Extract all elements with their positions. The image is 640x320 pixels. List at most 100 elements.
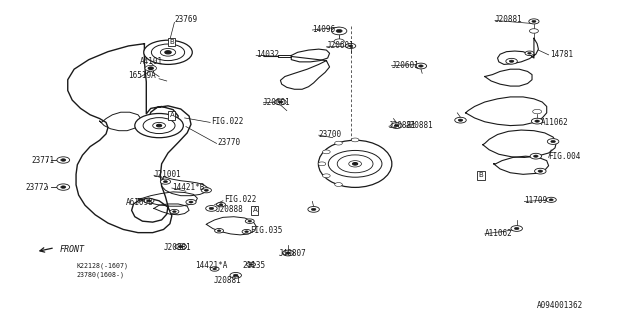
Circle shape: [170, 209, 179, 214]
Text: FIG.004: FIG.004: [548, 152, 581, 161]
Circle shape: [201, 188, 211, 193]
Text: J40807: J40807: [278, 249, 307, 258]
Text: FIG.022: FIG.022: [224, 195, 257, 204]
Text: A4101: A4101: [140, 57, 163, 66]
Circle shape: [458, 119, 463, 121]
Circle shape: [532, 20, 536, 22]
Text: 23771: 23771: [31, 156, 54, 164]
Circle shape: [186, 199, 196, 204]
Circle shape: [506, 58, 517, 64]
Circle shape: [332, 27, 347, 35]
Circle shape: [246, 262, 255, 267]
Circle shape: [179, 245, 183, 248]
Circle shape: [538, 170, 543, 172]
Circle shape: [455, 117, 467, 123]
Circle shape: [153, 123, 166, 129]
Circle shape: [530, 153, 541, 159]
Circle shape: [230, 272, 241, 278]
Text: FRONT: FRONT: [60, 245, 84, 254]
Text: 23780(1608-): 23780(1608-): [76, 271, 124, 278]
Text: J20601: J20601: [326, 41, 354, 51]
Text: B: B: [170, 39, 174, 45]
Circle shape: [209, 207, 214, 210]
Text: 23772: 23772: [25, 183, 48, 192]
Circle shape: [173, 211, 176, 212]
Circle shape: [346, 44, 356, 49]
Text: A11062: A11062: [484, 229, 513, 238]
Circle shape: [210, 267, 219, 271]
Circle shape: [157, 124, 162, 127]
Circle shape: [282, 250, 294, 256]
Circle shape: [349, 161, 362, 167]
Circle shape: [216, 202, 225, 207]
Text: A61098: A61098: [126, 197, 154, 206]
Circle shape: [351, 138, 359, 142]
Circle shape: [148, 67, 154, 69]
Text: J20881: J20881: [214, 276, 242, 285]
Text: 11709: 11709: [524, 196, 547, 205]
Circle shape: [511, 226, 522, 231]
Circle shape: [349, 45, 353, 47]
Text: 14032: 14032: [256, 50, 279, 59]
Circle shape: [529, 29, 538, 33]
Circle shape: [335, 141, 342, 145]
Circle shape: [234, 274, 238, 276]
Text: J21001: J21001: [154, 170, 182, 179]
Text: J20888: J20888: [216, 205, 244, 214]
Circle shape: [144, 198, 154, 203]
Text: 23770: 23770: [218, 138, 241, 147]
Circle shape: [161, 179, 171, 184]
Circle shape: [135, 114, 183, 138]
Circle shape: [286, 252, 291, 254]
Circle shape: [391, 123, 403, 128]
Text: 23700: 23700: [319, 130, 342, 139]
Text: J20881: J20881: [389, 121, 417, 130]
Circle shape: [529, 19, 539, 24]
Circle shape: [509, 60, 514, 62]
Circle shape: [311, 208, 316, 211]
Circle shape: [61, 186, 66, 188]
Circle shape: [214, 228, 223, 233]
Text: 16519A: 16519A: [129, 71, 156, 80]
Circle shape: [415, 63, 427, 69]
Circle shape: [394, 124, 399, 127]
Circle shape: [547, 139, 559, 144]
Circle shape: [308, 206, 319, 212]
Circle shape: [144, 40, 192, 64]
Text: 14781: 14781: [550, 50, 573, 59]
Circle shape: [152, 44, 184, 60]
Text: A094001362: A094001362: [537, 301, 584, 310]
Circle shape: [336, 29, 342, 33]
Text: A: A: [253, 207, 257, 213]
Text: 14421*A: 14421*A: [195, 261, 228, 270]
Circle shape: [244, 231, 248, 233]
Text: J20881: J20881: [406, 121, 433, 130]
Text: 23769: 23769: [174, 15, 198, 24]
Text: 14421*B: 14421*B: [172, 183, 204, 192]
Circle shape: [165, 51, 172, 54]
Circle shape: [218, 230, 221, 232]
Circle shape: [334, 39, 344, 44]
Circle shape: [551, 140, 556, 143]
Circle shape: [419, 65, 423, 67]
Circle shape: [549, 199, 553, 201]
Circle shape: [213, 268, 216, 270]
Circle shape: [531, 118, 543, 124]
Circle shape: [248, 220, 252, 222]
Circle shape: [515, 227, 519, 230]
Circle shape: [249, 264, 253, 265]
Circle shape: [323, 174, 330, 178]
Circle shape: [175, 244, 186, 250]
Circle shape: [535, 120, 540, 122]
Circle shape: [534, 155, 538, 157]
Text: A: A: [170, 112, 174, 118]
Circle shape: [204, 189, 209, 191]
Circle shape: [278, 101, 283, 103]
Circle shape: [57, 157, 70, 163]
Circle shape: [328, 150, 382, 177]
Text: 14096: 14096: [312, 25, 335, 34]
Circle shape: [57, 184, 70, 190]
Circle shape: [143, 118, 175, 133]
Circle shape: [335, 183, 342, 187]
Circle shape: [534, 168, 546, 174]
